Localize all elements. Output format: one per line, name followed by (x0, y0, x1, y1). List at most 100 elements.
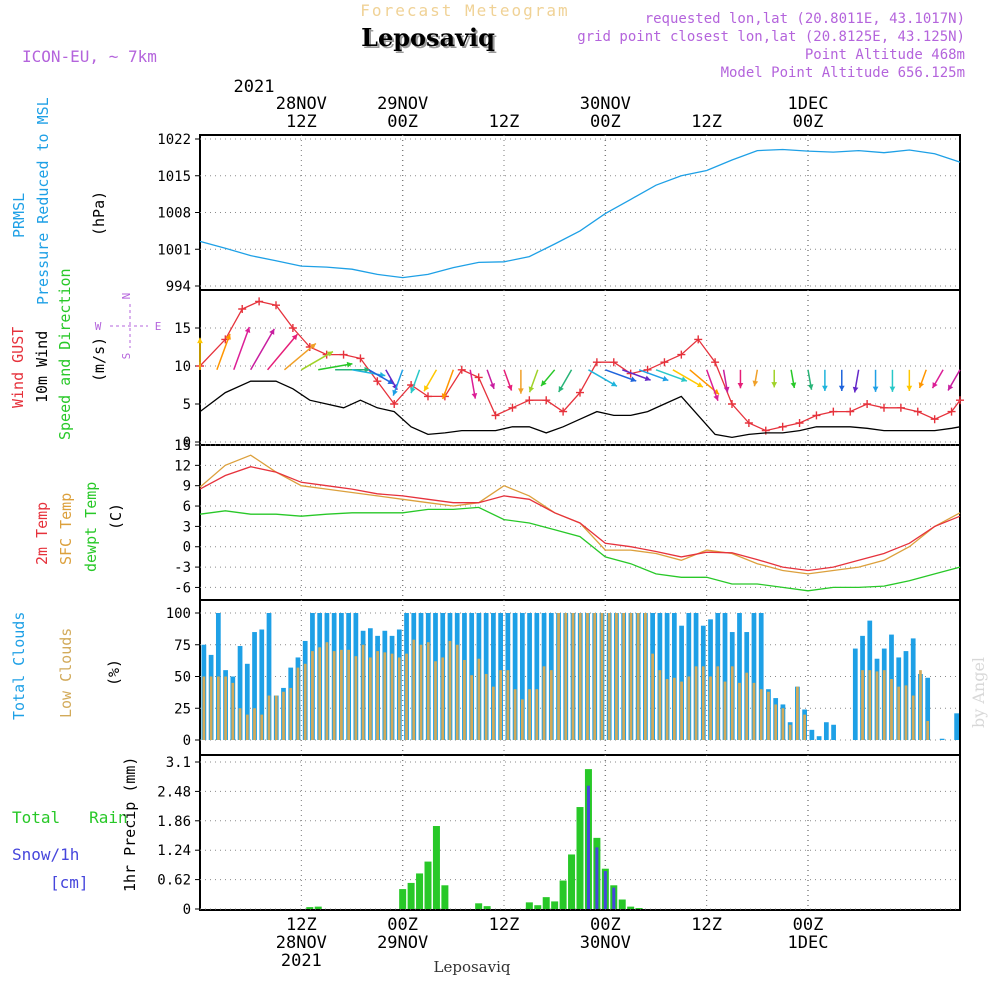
compass-e: E (155, 320, 162, 333)
rain-bar (551, 901, 559, 909)
total-cloud-bar (266, 613, 272, 740)
gust-marker (525, 396, 534, 405)
low-cloud-bar (868, 670, 872, 740)
bottom-time-label: 00Z (793, 915, 824, 935)
wind-arrow-head (852, 386, 859, 393)
gust-marker (778, 422, 787, 431)
wind-direction-arrow (283, 342, 317, 371)
rain-bar (627, 906, 635, 909)
rain-bar (534, 905, 542, 909)
ytick-label-precip: 1.24 (157, 843, 191, 859)
ytick-label-temp: 15 (174, 438, 191, 454)
ytick-label-wind: 10 (174, 359, 191, 375)
low-cloud-bar (238, 708, 242, 740)
low-cloud-bar (340, 649, 343, 740)
sfc-label: SFC Temp (57, 493, 75, 565)
gust-marker (255, 297, 264, 306)
ytick-label-wind: 0 (183, 435, 191, 451)
wind-arrow-head (346, 361, 353, 368)
low-cloud-bar (455, 644, 459, 740)
chart-subtitle: Forecast Meteogram (360, 1, 569, 20)
snow-bar (586, 785, 590, 909)
low-cloud-bar (441, 657, 445, 740)
low-cloud-bar (745, 672, 749, 740)
ytick-label-wind: 5 (183, 397, 191, 413)
low-cloud-bar (788, 724, 792, 740)
wind-arrow-head (723, 386, 730, 393)
gridpoint-coords: grid point closest lon,lat (20.8125E, 43… (577, 29, 965, 45)
wind-arrow-head (489, 382, 495, 389)
top-time-label: 00Z (793, 112, 824, 132)
total-cloud-bar (534, 613, 540, 740)
gust-marker (576, 388, 584, 397)
gust-marker (711, 358, 720, 367)
low-cloud-bar (586, 613, 589, 740)
location-title-shadow: Leposaviq (363, 25, 497, 54)
gust-marker (288, 324, 297, 332)
low-cloud-bar (216, 676, 220, 740)
top-time-label: 12Z (489, 112, 520, 132)
low-cloud-bar (397, 657, 401, 740)
ytick-label-pressure: 1008 (157, 206, 191, 222)
low-cloud-bar (325, 642, 329, 740)
low-cloud-bar (680, 681, 683, 740)
gust-marker (542, 396, 551, 405)
low-cloud-bar (260, 714, 264, 740)
bottom-time-label: 00Z (590, 915, 621, 935)
rain-bar (483, 906, 491, 909)
wind-arrow-head (737, 383, 744, 389)
low-cloud-bar (557, 613, 560, 740)
total-cloud-bar (237, 646, 243, 740)
low-cloud-bar (926, 720, 930, 740)
gust-marker (863, 400, 872, 408)
total-cloud-bar (722, 613, 728, 740)
low-cloud-bar (390, 653, 394, 740)
panel-frame-precip (199, 754, 961, 911)
low-cloud-bar (716, 666, 720, 740)
wind-arrow-head (906, 385, 913, 391)
low-cloud-bar (622, 613, 626, 740)
bottom-time-label: 29NOV (377, 933, 428, 953)
wind-direction-arrow (250, 328, 275, 371)
total-cloud-bar (939, 738, 945, 740)
ytick-label-temp: -3 (174, 560, 191, 576)
ytick-label-precip: 1.86 (157, 814, 191, 830)
wind-arrow-head (872, 386, 879, 392)
total-cloud-bar (259, 629, 265, 740)
low-cloud-bar (361, 644, 365, 740)
bottom-time-label: 00Z (387, 915, 418, 935)
low-cloud-bar (578, 613, 582, 740)
gust-marker (913, 407, 922, 416)
ytick-label-precip: 0.62 (157, 873, 191, 889)
t2m-line (199, 466, 961, 572)
low-cloud-bar (665, 679, 669, 740)
low-cloud-bar (470, 675, 474, 740)
low-cloud-bar (549, 670, 553, 740)
wind-arrow-head (948, 384, 954, 391)
wind-arrow-head (807, 384, 814, 390)
wind-direction-arrow (216, 333, 231, 371)
total-cloud-bar (512, 613, 518, 740)
low-cloud-bar (571, 613, 575, 740)
wind-arrow-head (630, 376, 637, 382)
total-cloud-bar (852, 648, 858, 740)
gust-marker (880, 403, 888, 412)
rain-bar (618, 899, 626, 909)
wind-arrow-head (471, 392, 478, 399)
requested-coords: requested lon,lat (20.8011E, 43.1017N) (645, 11, 965, 27)
ytick-label-precip: 0 (183, 902, 191, 918)
gust-marker (956, 396, 964, 405)
gust-marker (728, 400, 736, 408)
rain-bar (314, 906, 322, 909)
wind-direction-arrow (266, 333, 298, 371)
total-cloud-bar (758, 613, 764, 740)
low-cloud-bar (520, 699, 524, 740)
wind-arrow-head (424, 385, 430, 392)
low-cloud-bar (296, 667, 300, 740)
gust-marker (339, 350, 348, 359)
low-cloud-bar (774, 704, 778, 740)
low-cloud-bar (535, 689, 539, 740)
low-cloud-bar (701, 666, 705, 740)
gust-marker (238, 305, 247, 313)
low-cloud-bar (919, 670, 922, 740)
